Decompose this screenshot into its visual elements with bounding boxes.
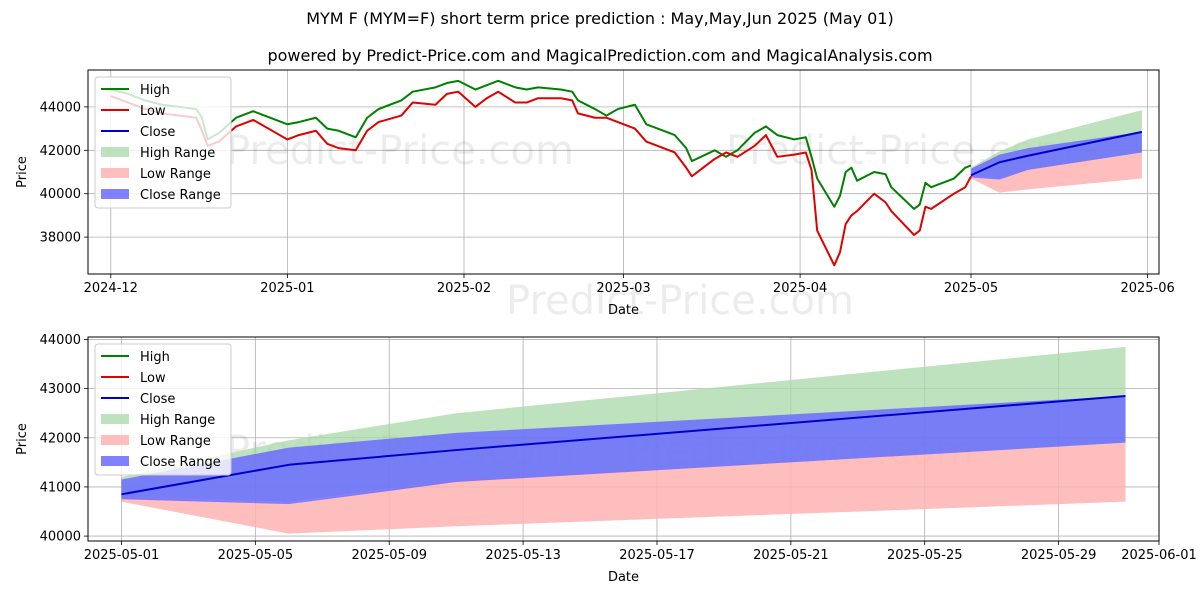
x-axis-label: Date	[608, 570, 639, 585]
x-tick-label: 2025-05-05	[218, 548, 294, 563]
x-tick-label: 2025-05-25	[887, 548, 963, 563]
x-tick-label: 2025-06	[1120, 281, 1174, 296]
watermark-text: Predict-Price.com	[226, 128, 574, 174]
legend-label: Low	[140, 371, 166, 386]
x-tick-label: 2025-05-29	[1021, 548, 1097, 563]
x-tick-label: 2025-05-09	[351, 548, 427, 563]
legend-label: Low Range	[140, 434, 211, 449]
low-range-band	[971, 152, 1142, 193]
x-tick-label: 2025-01	[260, 281, 314, 296]
y-tick-label: 43000	[40, 382, 81, 397]
legend-label: Close Range	[140, 455, 221, 470]
legend-swatch	[101, 456, 129, 466]
series-layer	[110, 79, 1143, 267]
x-tick-label: 2025-02	[437, 281, 491, 296]
y-tick-label: 38000	[40, 231, 81, 246]
y-tick-label: 41000	[40, 480, 81, 495]
chart-subtitle: powered by Predict-Price.com and Magical…	[267, 46, 933, 65]
legend: High Low Close High Range Low Range Close Ran…	[94, 76, 232, 209]
axes-frame	[87, 336, 1160, 542]
legend-label: Close	[140, 125, 175, 140]
y-tick-label: 44000	[40, 100, 81, 115]
legend-label: Close	[140, 392, 175, 407]
legend-label: High	[140, 83, 170, 98]
x-tick-label: 2025-06-01	[1121, 548, 1197, 563]
y-tick-label: 40000	[40, 530, 81, 545]
legend-swatch	[101, 435, 129, 445]
axes-frame	[87, 69, 1160, 275]
y-tick-label: 44000	[40, 333, 81, 348]
legend-label: High Range	[140, 413, 215, 428]
legend-swatch	[101, 168, 129, 178]
close-line	[121, 394, 1126, 496]
plot-panel-2: 2025-05-01 2025-05-05 2025-05-09 2025-05-13…	[15, 333, 1197, 585]
legend-label: High	[140, 350, 170, 365]
y-tick-label: 40000	[40, 187, 81, 202]
y-axis-label: Price	[15, 423, 30, 455]
series-layer	[121, 346, 1126, 534]
legend-swatch	[101, 147, 129, 157]
close-range-band	[971, 131, 1142, 180]
legend: High Low Close High Range Low Range Close Ran…	[94, 343, 232, 476]
low-range-band	[121, 442, 1126, 534]
x-tick-label: 2025-05	[944, 281, 998, 296]
close-range-band	[121, 395, 1126, 505]
x-axis-label: Date	[608, 303, 639, 318]
high-line	[110, 79, 972, 210]
legend-label: Low	[140, 104, 166, 119]
legend-label: High Range	[140, 146, 215, 161]
chart-title: MYM F (MYM=F) short term price predictio…	[306, 9, 894, 28]
legend-label: Close Range	[140, 188, 221, 203]
y-tick-label: 42000	[40, 144, 81, 159]
x-tick-label: 2025-05-17	[619, 548, 695, 563]
x-tick-label: 2025-05-21	[753, 548, 829, 563]
watermark-text: Predict-Price.com	[506, 278, 854, 324]
x-tick-label: 2025-04	[773, 281, 827, 296]
close-line	[970, 130, 1143, 177]
y-tick-label: 42000	[40, 431, 81, 446]
y-axis-label: Price	[15, 156, 30, 188]
legend-swatch	[101, 414, 129, 424]
low-line	[110, 90, 972, 267]
x-tick-label: 2025-03	[596, 281, 650, 296]
legend-swatch	[101, 189, 129, 199]
plot-panel-1: 2024-12 2025-01 2025-02 2025-03 2025-04 2025-…	[15, 69, 1175, 324]
x-tick-label: 2025-05-13	[485, 548, 561, 563]
legend-label: Low Range	[140, 167, 211, 182]
x-tick-label: 2025-05-01	[84, 548, 160, 563]
x-tick-label: 2024-12	[84, 281, 138, 296]
